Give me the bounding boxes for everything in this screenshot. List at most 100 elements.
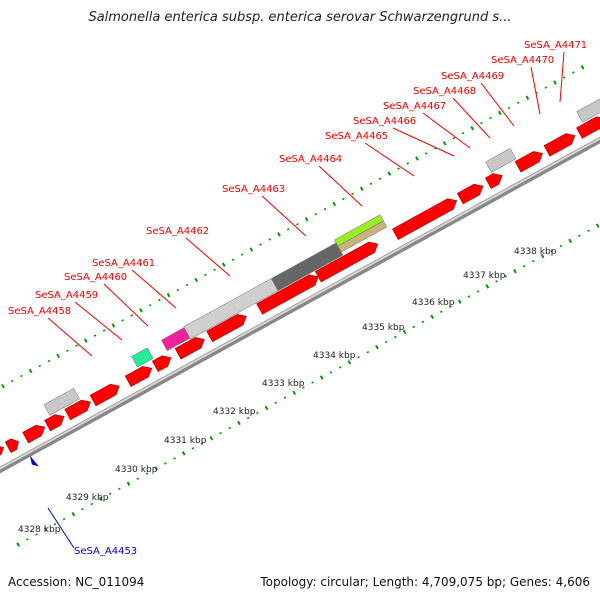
map-title: Salmonella enterica subsp. enterica sero…	[88, 10, 512, 25]
inner-tick-mark	[81, 507, 84, 511]
gene-arrow[interactable]	[514, 148, 545, 173]
inner-tick-mark	[513, 268, 517, 274]
outer-tick-mark	[20, 374, 23, 378]
gene-arrow[interactable]	[64, 397, 94, 421]
outer-tick-mark	[249, 247, 254, 252]
gene-label[interactable]: SeSA_A4465	[325, 131, 388, 142]
gene-arrow[interactable]	[89, 381, 122, 407]
scale-label: 4334 kbp	[313, 351, 356, 361]
gene-arrow[interactable]	[256, 271, 321, 315]
outer-tick-mark	[497, 110, 502, 116]
gene-arrow[interactable]	[124, 363, 154, 387]
scale-label: 4328 kbp	[18, 525, 61, 535]
inner-tick-mark	[430, 314, 434, 320]
inner-tick-mark	[255, 411, 259, 415]
inner-tick-mark	[357, 356, 360, 359]
inner-tick-mark	[550, 249, 554, 253]
scale-label: 4337 kbp	[463, 271, 506, 281]
inner-tick-mark	[283, 396, 287, 399]
gene-label[interactable]: SeSA_A4458	[8, 306, 71, 317]
gene-arrow-shape	[314, 241, 379, 283]
gene-arrow[interactable]	[543, 130, 578, 157]
gene-arrow-minus-strand[interactable]	[29, 455, 39, 467]
scale-label: 4335 kbp	[362, 323, 405, 333]
gene-label[interactable]: SeSA_A4468	[413, 86, 476, 97]
gene-label[interactable]: SeSA_A4453	[74, 546, 137, 557]
outer-tick-mark	[387, 171, 392, 176]
outer-tick-mark	[525, 95, 530, 100]
outer-tick-mark	[194, 277, 199, 283]
inner-tick-mark	[62, 517, 66, 521]
gene-label[interactable]: SeSA_A4463	[222, 184, 285, 195]
outer-tick-mark	[544, 86, 548, 89]
gene-arrow[interactable]	[456, 181, 486, 205]
leader-line	[318, 165, 363, 207]
gene-arrow[interactable]	[4, 436, 21, 453]
scale-label: 4330 kbp	[115, 465, 158, 475]
gene-arrow[interactable]	[151, 352, 174, 373]
inner-tick-mark	[587, 229, 590, 232]
gene-label[interactable]: SeSA_A4464	[279, 154, 342, 165]
pseudogene-box-shape	[43, 387, 80, 416]
leader-line	[47, 507, 75, 549]
gene-arrow[interactable]	[174, 334, 207, 360]
gene-label[interactable]: SeSA_A4461	[92, 258, 155, 269]
inner-tick-mark	[595, 223, 600, 228]
gene-arrow[interactable]	[314, 239, 380, 283]
gene-arrow[interactable]	[392, 195, 459, 240]
outer-tick-mark	[268, 238, 272, 241]
gene-arrow-shape	[124, 366, 153, 387]
inner-tick-mark	[402, 329, 407, 335]
pseudogene-box[interactable]	[576, 91, 600, 123]
scale-label: 4332 kbp	[213, 407, 256, 417]
gene-arrow-shape	[0, 445, 4, 459]
rna-feature-green[interactable]	[131, 347, 154, 368]
outer-tick-mark	[66, 349, 69, 352]
outer-tick-mark	[75, 344, 78, 347]
pseudogene-box[interactable]	[485, 148, 517, 173]
outer-tick-mark	[397, 167, 400, 170]
gene-arrow[interactable]	[44, 411, 67, 432]
gene-arrow[interactable]	[484, 170, 505, 189]
outer-tick-mark	[83, 338, 88, 343]
rna-feature-green-shape	[131, 347, 154, 368]
inner-tick-mark	[53, 523, 57, 526]
outer-tick-mark	[111, 323, 116, 328]
gene-label[interactable]: SeSA_A4467	[383, 101, 446, 112]
outer-tick-mark	[507, 106, 511, 110]
inner-tick-mark	[476, 290, 480, 293]
feature-lime[interactable]	[334, 214, 384, 247]
gene-arrow[interactable]	[0, 443, 6, 459]
scale-label: 4338 kbp	[514, 247, 557, 257]
gene-label[interactable]: SeSA_A4471	[524, 40, 587, 51]
gene-arrow-shape	[22, 424, 46, 444]
outer-tick-mark	[378, 177, 382, 180]
gene-label[interactable]: SeSA_A4469	[441, 71, 504, 82]
gene-label[interactable]: SeSA_A4459	[35, 290, 98, 301]
inner-tick-mark	[292, 390, 296, 395]
gene-label[interactable]: SeSA_A4460	[64, 272, 127, 283]
gene-layer	[0, 91, 600, 467]
leader-lines	[47, 51, 565, 549]
inner-tick-mark	[449, 305, 452, 308]
scale-label: 4331 kbp	[164, 436, 207, 446]
inner-tick-mark	[108, 492, 112, 496]
outer-tick-mark	[369, 182, 373, 186]
gene-label[interactable]: SeSA_A4470	[491, 55, 554, 66]
gene-arrow[interactable]	[22, 422, 48, 444]
gene-arrow-shape	[64, 399, 91, 421]
pseudogene-box[interactable]	[43, 387, 80, 416]
inner-tick-mark	[504, 275, 508, 278]
outer-tick-mark	[406, 162, 410, 165]
gene-label[interactable]: SeSA_A4462	[146, 226, 209, 237]
inner-tick-mark	[16, 542, 20, 547]
inner-tick-mark	[495, 280, 498, 283]
gene-label[interactable]: SeSA_A4466	[353, 116, 416, 127]
inner-tick-mark	[319, 375, 324, 380]
gene-arrow[interactable]	[206, 311, 250, 343]
inner-tick-mark	[209, 435, 214, 441]
outer-tick-mark	[359, 186, 364, 192]
gene-arrow[interactable]	[576, 113, 600, 139]
inner-tick-mark	[375, 344, 379, 350]
